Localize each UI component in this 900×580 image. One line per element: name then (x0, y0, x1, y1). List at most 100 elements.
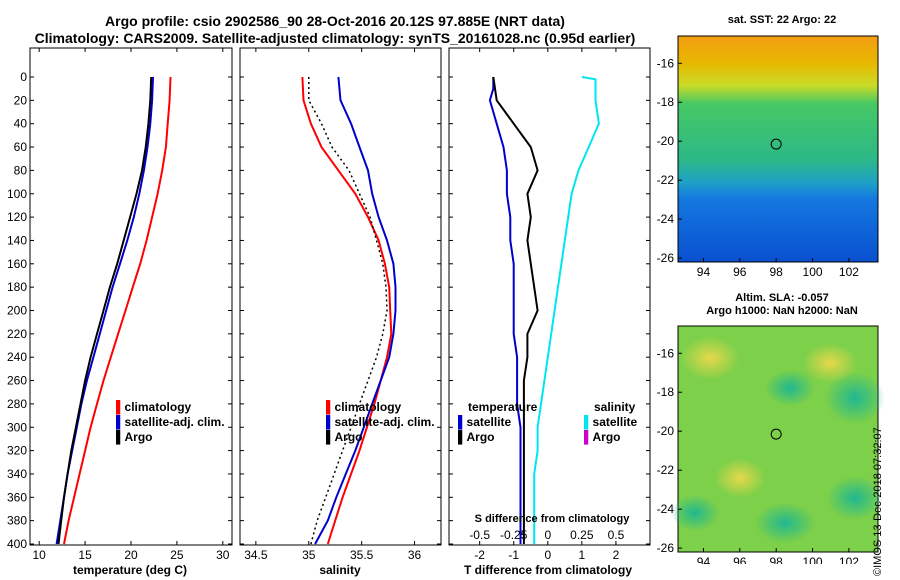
x-tick-label: 15 (78, 548, 92, 562)
plot-frame (239, 47, 442, 546)
salinity-legend: ▌climatology ▌satellite-adj. clim. ▌Argo (326, 400, 435, 444)
x-tick-label: 10 (33, 548, 47, 562)
argo-line (308, 77, 388, 545)
y-tick-label: 40 (14, 117, 28, 131)
legend-argo: Argo (124, 430, 153, 444)
top-tick-label: 0 (544, 528, 551, 542)
diff-sal-legend: salinity ▌satellite ▌Argo (584, 400, 638, 444)
y-tick-label: 240 (7, 350, 27, 364)
y-tick-label: 180 (7, 280, 27, 294)
s-difference-label: S difference from climatology (474, 513, 630, 525)
lat-tick-label: -24 (657, 212, 675, 226)
lat-tick-label: -16 (657, 56, 675, 70)
legend-temperature-head: temperature (468, 400, 538, 414)
lat-tick-label: -24 (657, 502, 675, 516)
x-tick-label: 35 (302, 548, 316, 562)
y-tick-label: 60 (14, 140, 28, 154)
legend-argo: Argo (466, 430, 495, 444)
lon-tick-label: 96 (733, 555, 747, 564)
lat-tick-label: -18 (657, 95, 675, 109)
temperature-satellite-line (488, 77, 522, 544)
difference-xlabel: T difference from climatology (463, 563, 633, 577)
lon-tick-label: 94 (697, 265, 711, 279)
y-tick-label: 400 (7, 537, 27, 551)
legend-salinity-head: salinity (594, 400, 636, 414)
x-tick-label: -1 (508, 548, 519, 562)
lat-tick-label: -26 (657, 541, 675, 555)
lon-tick-label: 96 (733, 265, 747, 279)
top-tick-label: 0.5 (608, 528, 625, 542)
sla-map-title-line2: Argo h1000: NaN h2000: NaN (706, 305, 858, 317)
y-tick-label: 220 (7, 327, 27, 341)
salinity-xlabel: salinity (319, 563, 361, 577)
x-tick-label: 0 (544, 548, 551, 562)
y-tick-label: 20 (14, 93, 28, 107)
title-line1: Argo profile: csio 2902586_90 28-Oct-201… (105, 13, 565, 29)
temperature-panel: 0 20 40 60 80 100 120 140 160 180 200 220 240 260 280 3… (7, 47, 233, 562)
y-tick-label: 340 (7, 467, 27, 481)
y-tick-label: 0 (20, 70, 27, 84)
argo-line (57, 76, 153, 545)
lat-tick-label: -26 (657, 251, 675, 265)
lat-tick-label: -20 (657, 134, 675, 148)
lon-tick-label: 98 (770, 265, 784, 279)
x-tick-label: 36 (408, 548, 422, 562)
title-line2: Climatology: CARS2009. Satellite-adjuste… (34, 30, 636, 46)
sla-map-title-line1: Altim. SLA: -0.057 (735, 292, 829, 304)
lat-tick-label: -22 (657, 463, 675, 477)
climatology-line (63, 76, 172, 545)
y-tick-label: 200 (7, 304, 27, 318)
y-tick-label: 380 (7, 514, 27, 528)
sst-map-title: sat. SST: 22 Argo: 22 (727, 14, 837, 26)
salinity-satellite-line (533, 76, 600, 544)
satellite-adj-clim--line (314, 76, 397, 545)
y-tick-label: 80 (14, 163, 28, 177)
lon-tick-label: 100 (803, 265, 823, 279)
argo-location-marker (770, 138, 782, 150)
lat-tick-label: -20 (657, 424, 675, 438)
temperature-argo-line (492, 76, 539, 544)
x-tick-label: 35.5 (350, 548, 374, 562)
lat-tick-label: -16 (657, 346, 675, 360)
plot-frame (29, 47, 233, 546)
legend-satellite: satellite (592, 415, 638, 429)
lon-tick-label: 94 (697, 555, 711, 564)
x-tick-label: 20 (124, 548, 138, 562)
x-tick-label: 30 (216, 548, 230, 562)
legend-argo: Argo (592, 430, 621, 444)
legend-climatology: climatology (334, 400, 402, 414)
difference-panel: -2 -1 0 1 2-0.5 -0.25 0 0.25 0.5 (448, 47, 651, 562)
temperature-legend: ▌climatology ▌satellite-adj. clim. ▌Argo (116, 400, 225, 444)
y-tick-label: 260 (7, 374, 27, 388)
lat-tick-label: -22 (657, 173, 675, 187)
y-tick-label: 120 (7, 210, 27, 224)
legend-argo: Argo (334, 430, 363, 444)
sla-map: 94 96 98 100 102 -16 -18 -20 -22 -24 -26 (657, 325, 885, 564)
top-tick-label: 0.25 (570, 528, 594, 542)
legend-climatology: climatology (124, 400, 192, 414)
lon-tick-label: 102 (839, 555, 859, 564)
x-tick-label: 1 (579, 548, 586, 562)
salinity-panel: 34.5 35 35.5 36 (239, 47, 442, 562)
top-tick-label: -0.5 (469, 528, 490, 542)
legend-satellite: satellite-adj. clim. (334, 415, 435, 429)
climatology-line (301, 76, 393, 545)
y-tick-label: 300 (7, 420, 27, 434)
y-tick-label: 360 (7, 490, 27, 504)
imos-stamp: ©IMOS 13-Dec-2018 07:32:07 (872, 427, 884, 576)
y-tick-label: 140 (7, 233, 27, 247)
lat-tick-label: -18 (657, 385, 675, 399)
plot-frame (448, 47, 651, 546)
lon-tick-label: 102 (839, 265, 859, 279)
x-tick-label: 34.5 (244, 548, 268, 562)
y-tick-label: 100 (7, 187, 27, 201)
y-tick-label: 280 (7, 397, 27, 411)
temperature-xlabel: temperature (deg C) (72, 563, 188, 577)
x-tick-label: 25 (170, 548, 184, 562)
lon-tick-label: 98 (770, 555, 784, 564)
y-tick-label: 320 (7, 444, 27, 458)
diff-temp-legend: temperature ▌satellite ▌Argo (458, 400, 538, 444)
legend-satellite: satellite-adj. clim. (124, 415, 225, 429)
legend-satellite: satellite (466, 415, 512, 429)
